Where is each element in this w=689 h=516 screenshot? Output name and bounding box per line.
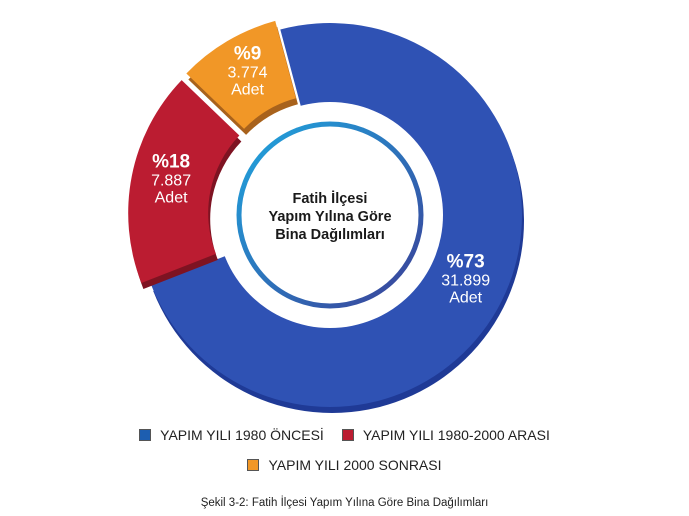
legend-label-1980-oncesi: YAPIM YILI 1980 ÖNCESİ [160,427,324,443]
donut-chart: Fatih İlçesi Yapım Yılına Göre Bina Dağı… [128,20,524,414]
slice-2000-sonrasi [186,20,296,129]
slice-2000-sonrasi-percent-label: %9 [234,44,261,65]
slice-1980-2000-percent-label: %18 [152,151,190,172]
legend: YAPIM YILI 1980 ÖNCESİ YAPIM YILI 1980-2… [0,424,689,484]
center-title-line-3: Bina Dağılımları [275,227,385,243]
legend-item-2000-sonrasi: YAPIM YILI 2000 SONRASI [247,457,442,473]
slice-1980-oncesi-percent-label: %73 [447,252,485,273]
slice-1980-oncesi-count-label: 31.899 [441,273,490,290]
center-title-line-1: Fatih İlçesi [293,190,368,207]
center-disc [217,102,443,328]
slice-1980-2000 [128,80,240,284]
legend-item-1980-oncesi: YAPIM YILI 1980 ÖNCESİ [139,427,324,443]
legend-label-1980-2000: YAPIM YILI 1980-2000 ARASI [362,427,550,443]
center-ring [236,121,424,309]
legend-item-1980-2000: YAPIM YILI 1980-2000 ARASI [341,427,550,443]
figure-caption: Şekil 3-2: Fatih İlçesi Yapım Yılına Gör… [200,497,489,509]
slice-2000-sonrasi-count-label: 3.774 [228,65,268,82]
slice-1980-2000-unit-label: Adet [155,189,188,206]
slice-2000-sonrasi-unit-label: Adet [231,82,264,99]
slice-1980-oncesi-unit-label: Adet [449,290,482,307]
legend-swatch-blue [139,429,152,441]
slice-1980-oncesi [151,22,523,408]
slices-group [128,20,524,414]
slice-1980-2000-count-label: 7.887 [151,172,191,189]
legend-row-1: YAPIM YILI 1980 ÖNCESİ YAPIM YILI 1980-2… [0,424,689,446]
legend-swatch-red [341,429,354,441]
legend-label-2000-sonrasi: YAPIM YILI 2000 SONRASI [268,457,442,473]
legend-row-2: YAPIM YILI 2000 SONRASI [0,454,689,476]
center-title-line-2: Yapım Yılına Göre [268,209,391,225]
legend-swatch-orange [247,459,260,471]
